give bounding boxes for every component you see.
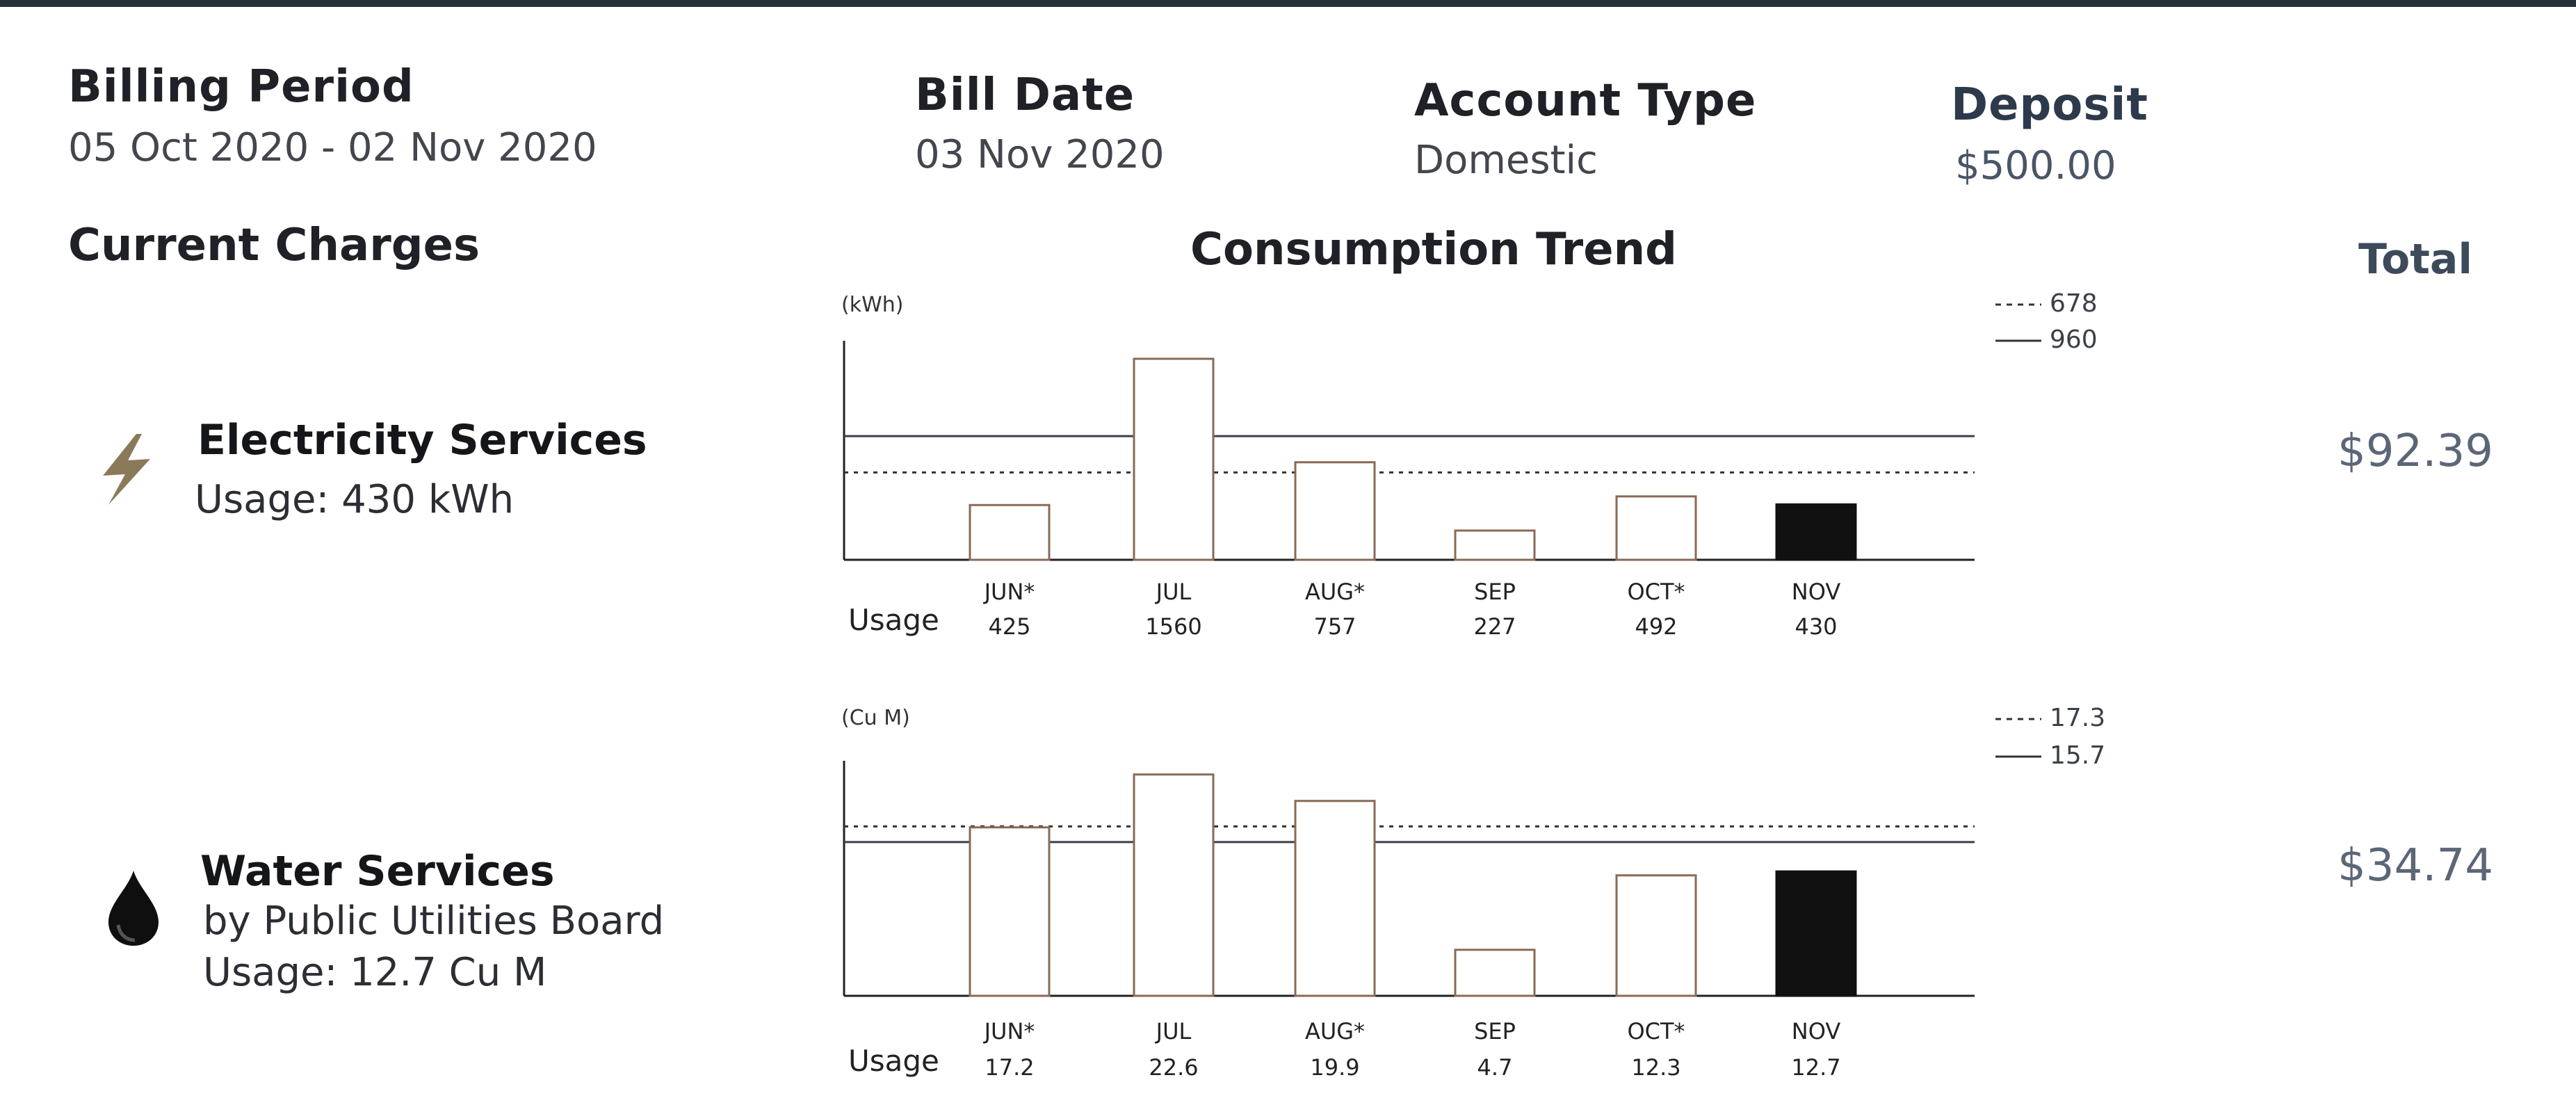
legend-value-label: 17.3 xyxy=(2050,704,2105,732)
chart-bar xyxy=(1133,357,1215,561)
water-consumption-chart: (Cu M) 17.3 15.7 Usage JUN* 17.2 JUL 22.6 AUG* 19… xyxy=(841,704,2105,1081)
usage-value-label: 22.6 xyxy=(1149,1054,1198,1081)
consumption-trend-title: Consumption Trend xyxy=(1190,224,1677,275)
usage-value-label: 430 xyxy=(1795,613,1837,640)
chart-bar xyxy=(1133,773,1215,997)
electricity-total: $92.39 xyxy=(2338,426,2493,477)
deposit-label: Deposit xyxy=(1951,79,2148,131)
chart-bar xyxy=(1775,870,1857,997)
water-total: $34.74 xyxy=(2338,840,2493,892)
usage-value-label: 4.7 xyxy=(1477,1054,1513,1081)
chart-bar xyxy=(1454,529,1536,561)
chart-bar xyxy=(1775,503,1857,561)
chart-bar xyxy=(1294,461,1376,561)
usage-value-label: 12.3 xyxy=(1631,1054,1680,1081)
bill-date-value: 03 Nov 2020 xyxy=(915,132,1165,177)
chart-bar xyxy=(1454,949,1536,997)
electricity-service-title: Electricity Services xyxy=(197,416,647,465)
total-column-title: Total xyxy=(2358,235,2472,284)
legend-value-label: 960 xyxy=(2050,325,2098,354)
chart-bar xyxy=(969,826,1051,997)
electricity-consumption-chart: (kWh) 678 960 Usage JUN* 425 JUL 1560 AUG* 757 SEP… xyxy=(841,289,2098,640)
current-charges-title: Current Charges xyxy=(68,220,480,271)
month-tick-label: OCT* xyxy=(1627,579,1685,605)
water-service-title: Water Services xyxy=(200,847,555,896)
usage-value-label: 17.2 xyxy=(985,1054,1034,1081)
month-tick-label: JUL xyxy=(1155,1018,1192,1044)
water-service-provider: by Public Utilities Board xyxy=(203,898,665,944)
month-tick-label: AUG* xyxy=(1305,1018,1365,1044)
month-tick-label: JUL xyxy=(1155,579,1192,605)
chart-bar xyxy=(1294,800,1376,997)
bill-date-label: Bill Date xyxy=(915,70,1135,121)
usage-row-label: Usage xyxy=(848,603,939,637)
month-tick-label: NOV xyxy=(1792,579,1841,605)
usage-value-label: 425 xyxy=(988,613,1030,640)
account-type-label: Account Type xyxy=(1414,75,1757,127)
month-tick-label: SEP xyxy=(1474,1018,1516,1044)
chart-unit-label: (kWh) xyxy=(841,293,903,317)
month-tick-label: JUN* xyxy=(983,1018,1035,1044)
usage-value-label: 12.7 xyxy=(1791,1054,1840,1081)
billing-period-value: 05 Oct 2020 - 02 Nov 2020 xyxy=(68,125,597,170)
billing-period-label: Billing Period xyxy=(68,61,414,113)
usage-value-label: 1560 xyxy=(1145,613,1201,640)
usage-value-label: 492 xyxy=(1635,613,1677,640)
water-usage: Usage: 12.7 Cu M xyxy=(203,950,547,995)
usage-value-label: 19.9 xyxy=(1310,1054,1359,1081)
usage-value-label: 757 xyxy=(1313,613,1356,640)
account-type-value: Domestic xyxy=(1414,138,1598,183)
chart-unit-label: (Cu M) xyxy=(841,706,910,730)
top-bar xyxy=(0,0,2576,7)
usage-value-label: 227 xyxy=(1473,613,1516,640)
month-tick-label: OCT* xyxy=(1627,1018,1685,1044)
chart-bar xyxy=(1615,495,1697,561)
month-tick-label: SEP xyxy=(1474,579,1516,605)
deposit-value: $500.00 xyxy=(1955,143,2116,188)
chart-bar xyxy=(969,503,1051,561)
water-drop-icon xyxy=(108,871,159,946)
month-tick-label: JUN* xyxy=(983,579,1035,605)
month-tick-label: AUG* xyxy=(1305,579,1365,605)
month-tick-label: NOV xyxy=(1792,1018,1841,1044)
usage-row-label: Usage xyxy=(848,1044,939,1078)
chart-bar xyxy=(1615,874,1697,997)
electricity-usage: Usage: 430 kWh xyxy=(195,477,515,522)
legend-value-label: 678 xyxy=(2050,289,2098,318)
lightning-bolt-icon xyxy=(103,434,150,505)
legend-value-label: 15.7 xyxy=(2050,741,2105,770)
